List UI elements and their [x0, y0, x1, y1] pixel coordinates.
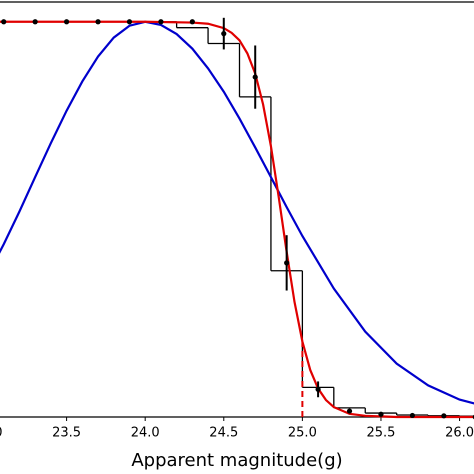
data-point: [441, 413, 447, 419]
data-point: [158, 19, 164, 25]
data-point: [1, 19, 7, 25]
series-line: [0, 20, 474, 405]
data-point: [378, 411, 384, 417]
data-point: [409, 412, 416, 419]
data-point: [189, 19, 195, 25]
data-point: [284, 260, 290, 266]
data-point: [32, 19, 38, 25]
data-point: [346, 408, 353, 414]
series-line: [0, 20, 474, 419]
x-tick-label: 26.0: [445, 426, 474, 441]
x-tick-label: 23.0: [0, 426, 2, 441]
data-point: [252, 74, 258, 80]
x-tick-label: 25.5: [366, 426, 395, 441]
data-point: [95, 19, 101, 25]
x-axis-label: Apparent magnitude(g): [131, 450, 342, 471]
x-tick-label: 25.0: [288, 426, 317, 441]
data-point: [126, 19, 133, 25]
data-point: [221, 31, 227, 37]
x-tick-label: 24.5: [209, 426, 238, 441]
data-point: [63, 19, 70, 25]
data-point: [315, 386, 321, 392]
x-tick-label: 23.5: [52, 426, 81, 441]
x-tick-label: 24.0: [131, 426, 160, 441]
